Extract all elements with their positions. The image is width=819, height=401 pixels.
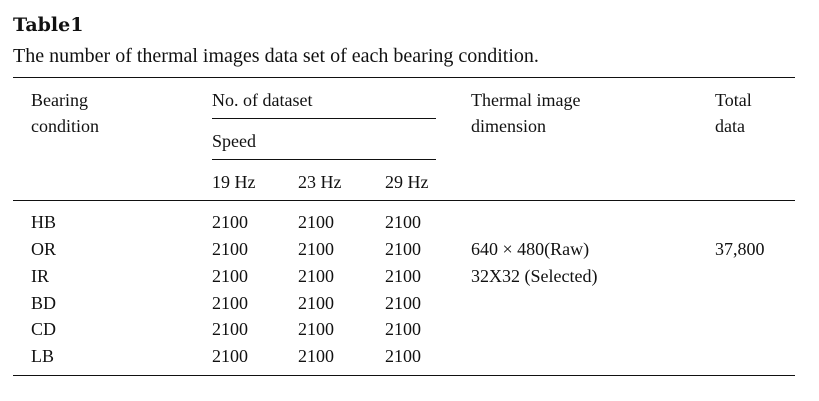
row-value-23hz: 2100 — [298, 293, 334, 313]
row-value-23hz: 2100 — [298, 319, 334, 339]
speed-rule — [212, 159, 436, 160]
row-value-19hz: 2100 — [212, 346, 248, 366]
header-thermal-image: Thermal image — [471, 90, 581, 110]
row-value-23hz: 2100 — [298, 266, 334, 286]
row-value-19hz: 2100 — [212, 293, 248, 313]
header-speed-29: 29 Hz — [385, 172, 429, 192]
row-condition: BD — [31, 293, 57, 313]
table-caption: The number of thermal images data set of… — [13, 45, 539, 67]
header-bottom-rule — [13, 200, 795, 201]
row-value-29hz: 2100 — [385, 319, 421, 339]
row-value-29hz: 2100 — [385, 293, 421, 313]
dimension-selected: 32X32 (Selected) — [471, 266, 598, 286]
header-speed-23: 23 Hz — [298, 172, 342, 192]
row-value-19hz: 2100 — [212, 319, 248, 339]
row-value-29hz: 2100 — [385, 266, 421, 286]
dataset-rule — [212, 118, 436, 119]
header-speed-19: 19 Hz — [212, 172, 256, 192]
table-label: Table1 — [13, 14, 84, 36]
header-no-of-dataset: No. of dataset — [212, 90, 313, 110]
row-value-19hz: 2100 — [212, 212, 248, 232]
row-value-19hz: 2100 — [212, 239, 248, 259]
row-condition: OR — [31, 239, 57, 259]
header-speed: Speed — [212, 131, 256, 151]
top-rule — [13, 77, 795, 78]
row-condition: HB — [31, 212, 57, 232]
dimension-raw: 640 × 480(Raw) — [471, 239, 590, 259]
row-value-23hz: 2100 — [298, 346, 334, 366]
total-data-value: 37,800 — [715, 239, 765, 259]
header-dimension: dimension — [471, 116, 546, 136]
row-condition: IR — [31, 266, 49, 286]
header-data: data — [715, 116, 745, 136]
row-value-29hz: 2100 — [385, 346, 421, 366]
header-total: Total — [715, 90, 752, 110]
bottom-rule — [13, 375, 795, 376]
row-condition: CD — [31, 319, 57, 339]
header-condition: condition — [31, 116, 99, 136]
row-value-29hz: 2100 — [385, 239, 421, 259]
row-value-29hz: 2100 — [385, 212, 421, 232]
row-value-23hz: 2100 — [298, 212, 334, 232]
row-value-23hz: 2100 — [298, 239, 334, 259]
header-bearing: Bearing — [31, 90, 88, 110]
row-condition: LB — [31, 346, 55, 366]
row-value-19hz: 2100 — [212, 266, 248, 286]
